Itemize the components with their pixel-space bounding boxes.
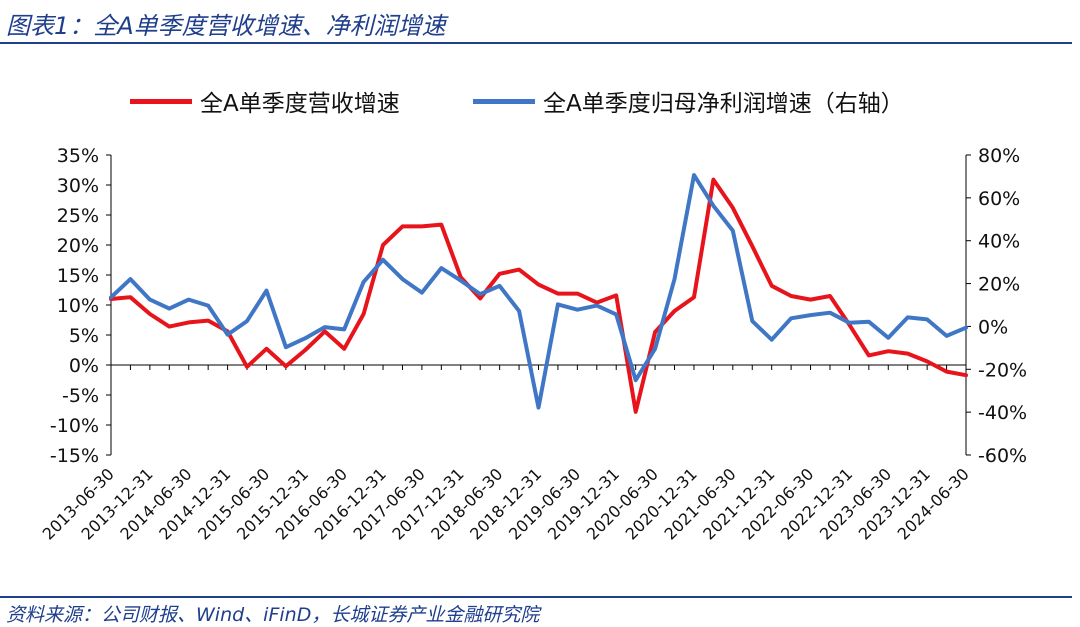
- footer-divider: [0, 596, 1072, 598]
- y-left-tick-label: 35%: [57, 145, 99, 167]
- y-right-tick-label: 80%: [978, 145, 1020, 167]
- legend-swatch-revenue: [130, 98, 192, 104]
- y-left-tick-label: 25%: [57, 205, 99, 227]
- y-left-tick-label: 10%: [57, 295, 99, 317]
- series-line-profit: [109, 173, 968, 410]
- y-left-tick-label: -15%: [50, 445, 99, 467]
- y-right-tick-label: 0%: [978, 316, 1008, 338]
- y-left-tick-label: 30%: [57, 175, 99, 197]
- y-right-tick-label: 40%: [978, 231, 1020, 253]
- legend-item-revenue: 全A单季度营收增速: [130, 86, 400, 117]
- y-left-tick-label: 20%: [57, 235, 99, 257]
- legend-label-revenue: 全A单季度营收增速: [200, 91, 400, 117]
- y-right-tick-label: -20%: [978, 359, 1027, 381]
- source-note: 资料来源：公司财报、Wind、iFinD，长城证券产业金融研究院: [6, 604, 540, 626]
- legend-label-profit: 全A单季度归母净利润增速（右轴）: [543, 91, 904, 117]
- y-right-tick-label: -60%: [978, 445, 1027, 467]
- chart-legend: 全A单季度营收增速 全A单季度归母净利润增速（右轴）: [0, 86, 1080, 117]
- y-right-tick-label: -40%: [978, 402, 1027, 424]
- series-line-revenue: [109, 177, 968, 414]
- legend-item-profit: 全A单季度归母净利润增速（右轴）: [473, 86, 904, 117]
- y-left-tick-label: -5%: [62, 385, 99, 407]
- y-left-tick-label: 5%: [69, 325, 99, 347]
- page-title: 图表1：全A单季度营收增速、净利润增速: [6, 12, 446, 40]
- y-right-tick-label: 60%: [978, 188, 1020, 210]
- y-left-tick-label: 0%: [69, 355, 99, 377]
- header-divider: [0, 42, 1072, 44]
- y-right-tick-label: 20%: [978, 274, 1020, 296]
- header: 图表1：全A单季度营收增速、净利润增速: [0, 0, 1080, 46]
- legend-swatch-profit: [473, 98, 535, 104]
- y-left-tick-label: -10%: [50, 415, 99, 437]
- y-left-tick-label: 15%: [57, 265, 99, 287]
